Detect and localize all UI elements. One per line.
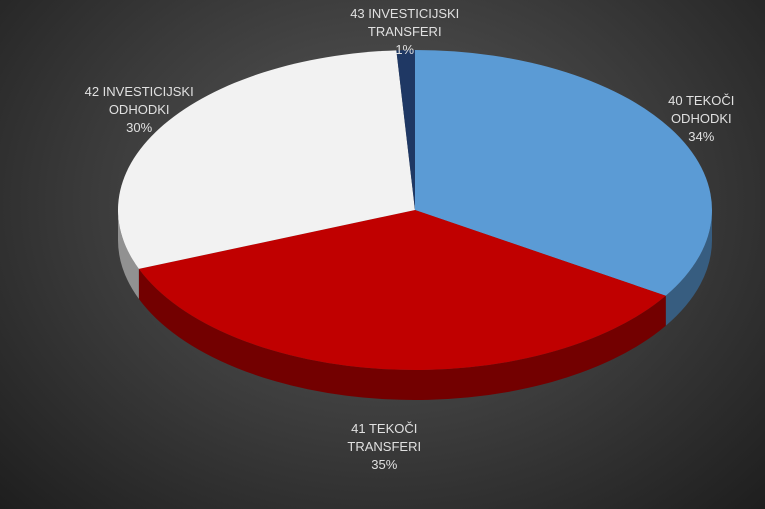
slice <box>415 50 712 296</box>
data-label: 42 INVESTICIJSKI ODHODKI 30% <box>77 83 202 137</box>
slice-side <box>138 268 666 400</box>
category-label: 40 TEKOČI ODHODKI <box>668 93 735 127</box>
slice <box>117 50 416 269</box>
value-label: 34% <box>688 129 715 145</box>
value-label: 30% <box>126 119 153 135</box>
data-label: 41 TEKOČI TRANSFERI 35% <box>322 420 447 474</box>
slice <box>138 210 666 370</box>
slice-side <box>665 210 712 326</box>
value-label: 35% <box>371 457 398 473</box>
data-label: 43 INVESTICIJSKI TRANSFERI 1% <box>342 5 467 59</box>
slice <box>396 50 415 210</box>
category-label: 41 TEKOČI TRANSFERI <box>347 421 422 455</box>
value-label: 1% <box>395 42 415 58</box>
data-label: 40 TEKOČI ODHODKI 34% <box>639 92 764 146</box>
slice-side <box>118 210 139 299</box>
category-label: 43 INVESTICIJSKI TRANSFERI <box>350 6 460 40</box>
category-label: 42 INVESTICIJSKI ODHODKI <box>84 83 194 117</box>
